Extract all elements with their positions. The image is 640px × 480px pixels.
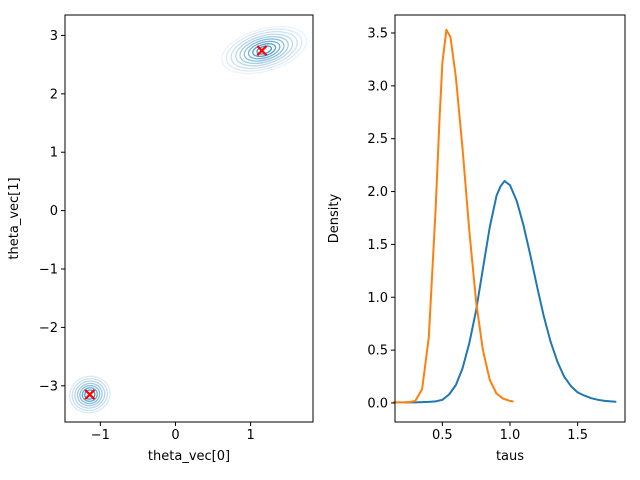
contour-ring bbox=[84, 389, 96, 400]
true-value-x-marker bbox=[256, 45, 268, 56]
axes-theta-contour: −1 0 1 −3 −2 −1 0 1 2 3 theta_vec[0] theta_vec[1] bbox=[7, 14, 314, 464]
axes-background bbox=[395, 15, 625, 422]
y-tick-label: −3 bbox=[39, 379, 58, 394]
contour-ring bbox=[225, 28, 303, 72]
y-axis-label: theta_vec[1] bbox=[7, 177, 22, 259]
y-tick-label: 3 bbox=[50, 29, 58, 44]
x-tick-label: 1.0 bbox=[500, 428, 521, 443]
y-tick-label: 2.5 bbox=[367, 132, 388, 147]
posterior-mode-lower-left bbox=[69, 375, 111, 414]
contour-ring bbox=[79, 384, 101, 405]
contour-ring bbox=[230, 31, 298, 70]
x-tick-label: 0 bbox=[171, 428, 179, 443]
contour-ring bbox=[69, 375, 111, 414]
contour-ring bbox=[221, 25, 308, 75]
y-tick-label: −2 bbox=[39, 321, 58, 336]
x-axis-label: theta_vec[0] bbox=[148, 449, 230, 464]
x-tick-label: −1 bbox=[91, 428, 110, 443]
y-tick-label: −1 bbox=[39, 263, 58, 278]
y-tick-label: 0.5 bbox=[367, 344, 388, 359]
y-tick-label: 1 bbox=[50, 146, 58, 161]
contour-ring bbox=[71, 378, 108, 412]
axes-taus-density: 0.5 1.0 1.5 0.0 0.5 1.0 1.5 2.0 2.5 3.0 3.5 taus Den… bbox=[327, 14, 626, 464]
contour-ring bbox=[235, 33, 294, 67]
taus-density-1-curve bbox=[392, 28, 514, 404]
y-tick-label: 3.0 bbox=[367, 79, 388, 94]
y-tick-label: 1.0 bbox=[367, 291, 388, 306]
x-tick-label: 1 bbox=[246, 428, 254, 443]
x-tick-label: 1.5 bbox=[567, 428, 588, 443]
contour-ring bbox=[74, 380, 106, 409]
posterior-mode-upper-right bbox=[221, 25, 308, 75]
y-tick-label: 3.5 bbox=[367, 26, 388, 41]
true-value-x-marker bbox=[84, 389, 96, 400]
contour-ring bbox=[243, 38, 285, 62]
contour-ring bbox=[247, 40, 281, 60]
axes-spines bbox=[64, 14, 314, 423]
y-axis-label: Density bbox=[327, 193, 342, 243]
x-axis-label: taus bbox=[496, 449, 524, 464]
x-tick-label: 0.5 bbox=[432, 428, 453, 443]
taus-density-0-curve bbox=[403, 180, 617, 404]
y-tick-label: 1.5 bbox=[367, 238, 388, 253]
contour-ring bbox=[76, 382, 103, 407]
contour-ring bbox=[239, 35, 289, 65]
axes-background bbox=[65, 15, 313, 422]
y-tick-label: 2.0 bbox=[367, 185, 388, 200]
contour-ring bbox=[81, 387, 98, 402]
y-tick-label: 0.0 bbox=[367, 396, 388, 411]
y-tick-label: 2 bbox=[50, 87, 58, 102]
y-tick-label: 0 bbox=[50, 204, 58, 219]
